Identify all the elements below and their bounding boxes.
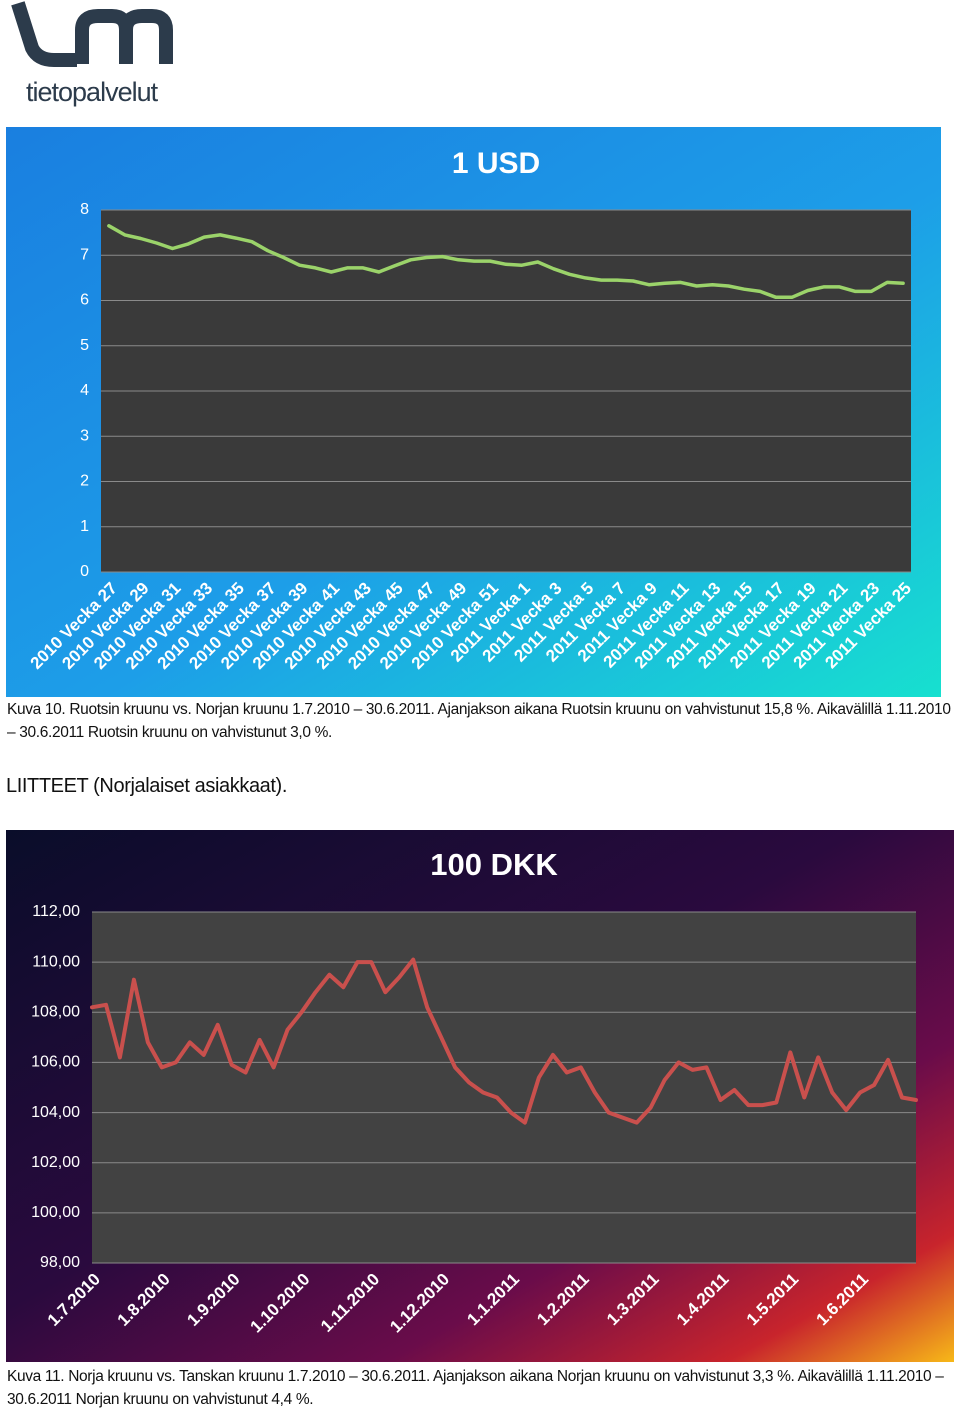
logo-m — [75, 9, 173, 64]
caption: Kuva 11. Norja kruunu vs. Tanskan kruunu… — [7, 1368, 944, 1408]
y-tick-label: 8 — [80, 201, 89, 218]
logo-l — [11, 1, 77, 67]
y-tick-label: 112,00 — [32, 903, 80, 920]
heading: LIITTEET (Norjalaiset asiakkaat). — [6, 775, 287, 797]
y-tick-label: 5 — [80, 337, 89, 354]
y-tick-label: 108,00 — [31, 1004, 80, 1021]
y-tick-label: 98,00 — [40, 1254, 80, 1271]
y-tick-label: 4 — [80, 382, 89, 399]
chart-title: 1 USD — [452, 147, 540, 180]
y-tick-label: 0 — [80, 563, 89, 580]
caption: Kuva 10. Ruotsin kruunu vs. Norjan kruun… — [7, 701, 951, 741]
logo: tietopalvelut — [11, 1, 173, 107]
y-tick-label: 104,00 — [31, 1104, 80, 1121]
data-line — [90, 957, 918, 1125]
y-tick-label: 2 — [80, 473, 89, 490]
y-tick-label: 3 — [80, 427, 89, 444]
y-tick-label: 6 — [80, 292, 89, 309]
y-tick-label: 102,00 — [31, 1154, 80, 1171]
y-tick-label: 7 — [80, 246, 89, 263]
chart-title: 100 DKK — [430, 847, 558, 882]
data-line — [107, 224, 905, 300]
y-tick-label: 100,00 — [31, 1204, 80, 1221]
y-tick-label: 110,00 — [32, 953, 80, 970]
chart: 100 DKK 98,00 100,00 102,00 104,00 106,00 108,… — [6, 830, 954, 1362]
y-tick-label: 1 — [80, 518, 89, 535]
logo-text: tietopalvelut — [26, 77, 159, 107]
plot-area — [92, 912, 916, 1263]
y-tick-label: 106,00 — [31, 1054, 80, 1071]
